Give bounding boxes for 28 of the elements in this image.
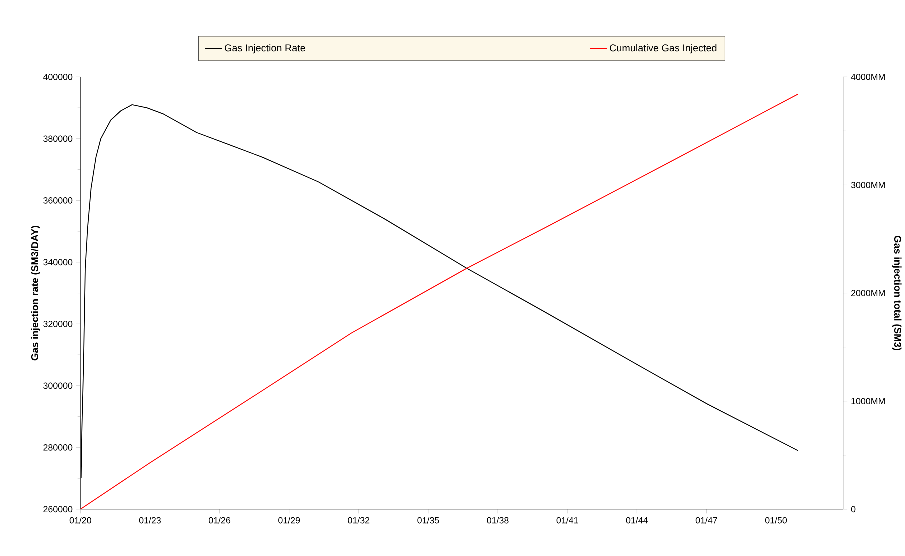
y2-axis-title: Gas injection total (SM3) — [892, 236, 902, 351]
legend-label: Gas Injection Rate — [225, 44, 306, 54]
y-tick-label: 300000 — [44, 382, 73, 390]
y2-tick-label: 3000MM — [851, 182, 885, 188]
y-tick-label: 360000 — [44, 198, 73, 204]
x-tick-label: 01/50 — [765, 517, 788, 524]
x-tick-label: 01/38 — [487, 517, 509, 524]
y-tick-label: 280000 — [44, 444, 73, 451]
x-tick-label: 01/29 — [278, 517, 300, 524]
x-tick-label: 01/20 — [70, 517, 92, 524]
x-tick-label: 01/47 — [696, 517, 718, 524]
y-tick-label: 340000 — [44, 259, 73, 266]
y-axis-title: Gas injection rate (SM3/DAY) — [31, 226, 40, 361]
x-tick-label: 01/32 — [348, 517, 370, 524]
y-tick-label: 380000 — [44, 136, 73, 142]
x-tick-label: 01/44 — [626, 517, 648, 524]
x-tick-label: 01/23 — [139, 517, 161, 524]
y2-tick-label: 4000MM — [851, 74, 885, 80]
y2-tick-label: 1000MM — [852, 398, 885, 405]
legend-label: Cumulative Gas Injected — [610, 44, 717, 54]
y2-tick-label: 0 — [851, 506, 856, 513]
x-tick-label: 01/26 — [208, 517, 231, 524]
y-tick-label: 400000 — [43, 74, 73, 80]
x-tick-label: 01/35 — [418, 517, 440, 524]
y-tick-label: 260000 — [44, 506, 73, 513]
y-tick-label: 320000 — [44, 321, 73, 328]
y2-tick-label: 2000MM — [852, 290, 885, 296]
x-tick-label: 01/41 — [556, 517, 578, 524]
